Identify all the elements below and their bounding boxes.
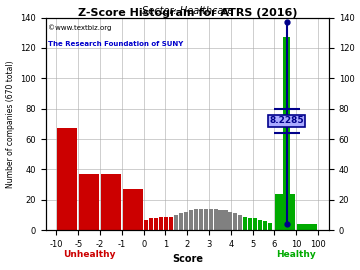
Bar <box>243 217 247 230</box>
Bar <box>208 209 213 230</box>
Text: The Research Foundation of SUNY: The Research Foundation of SUNY <box>48 41 184 47</box>
Bar <box>174 215 178 230</box>
Text: Sector: Healthcare: Sector: Healthcare <box>141 5 233 15</box>
Bar <box>79 174 99 230</box>
Bar <box>164 217 168 230</box>
Bar <box>275 194 296 230</box>
Bar <box>258 220 262 230</box>
Text: ©www.textbiz.org: ©www.textbiz.org <box>48 24 112 31</box>
Text: 8.2285: 8.2285 <box>269 116 304 125</box>
Bar <box>57 129 77 230</box>
Bar <box>224 210 228 230</box>
Bar <box>149 218 153 230</box>
Bar <box>204 209 208 230</box>
Bar <box>297 224 317 230</box>
Bar <box>159 217 163 230</box>
Bar <box>268 222 272 230</box>
Bar <box>184 212 188 230</box>
Bar <box>189 210 193 230</box>
Bar <box>154 218 158 230</box>
Bar <box>101 174 121 230</box>
Bar <box>144 220 148 230</box>
Title: Z-Score Histogram for ATRS (2016): Z-Score Histogram for ATRS (2016) <box>77 8 297 18</box>
Bar <box>283 37 291 230</box>
Y-axis label: Number of companies (670 total): Number of companies (670 total) <box>5 60 14 188</box>
Bar <box>248 218 252 230</box>
X-axis label: Score: Score <box>172 254 203 264</box>
Bar <box>233 214 238 230</box>
Bar <box>253 218 257 230</box>
Bar <box>238 215 242 230</box>
Bar <box>123 189 143 230</box>
Bar <box>228 212 233 230</box>
Bar <box>219 210 222 230</box>
Bar <box>194 209 198 230</box>
Bar <box>129 221 133 230</box>
Bar <box>134 220 138 230</box>
Text: Unhealthy: Unhealthy <box>63 251 116 259</box>
Text: Healthy: Healthy <box>276 251 316 259</box>
Bar <box>263 221 267 230</box>
Bar <box>199 209 203 230</box>
Bar <box>124 222 128 230</box>
Bar <box>169 217 173 230</box>
Bar <box>139 220 143 230</box>
Bar <box>179 214 183 230</box>
Bar <box>213 209 217 230</box>
